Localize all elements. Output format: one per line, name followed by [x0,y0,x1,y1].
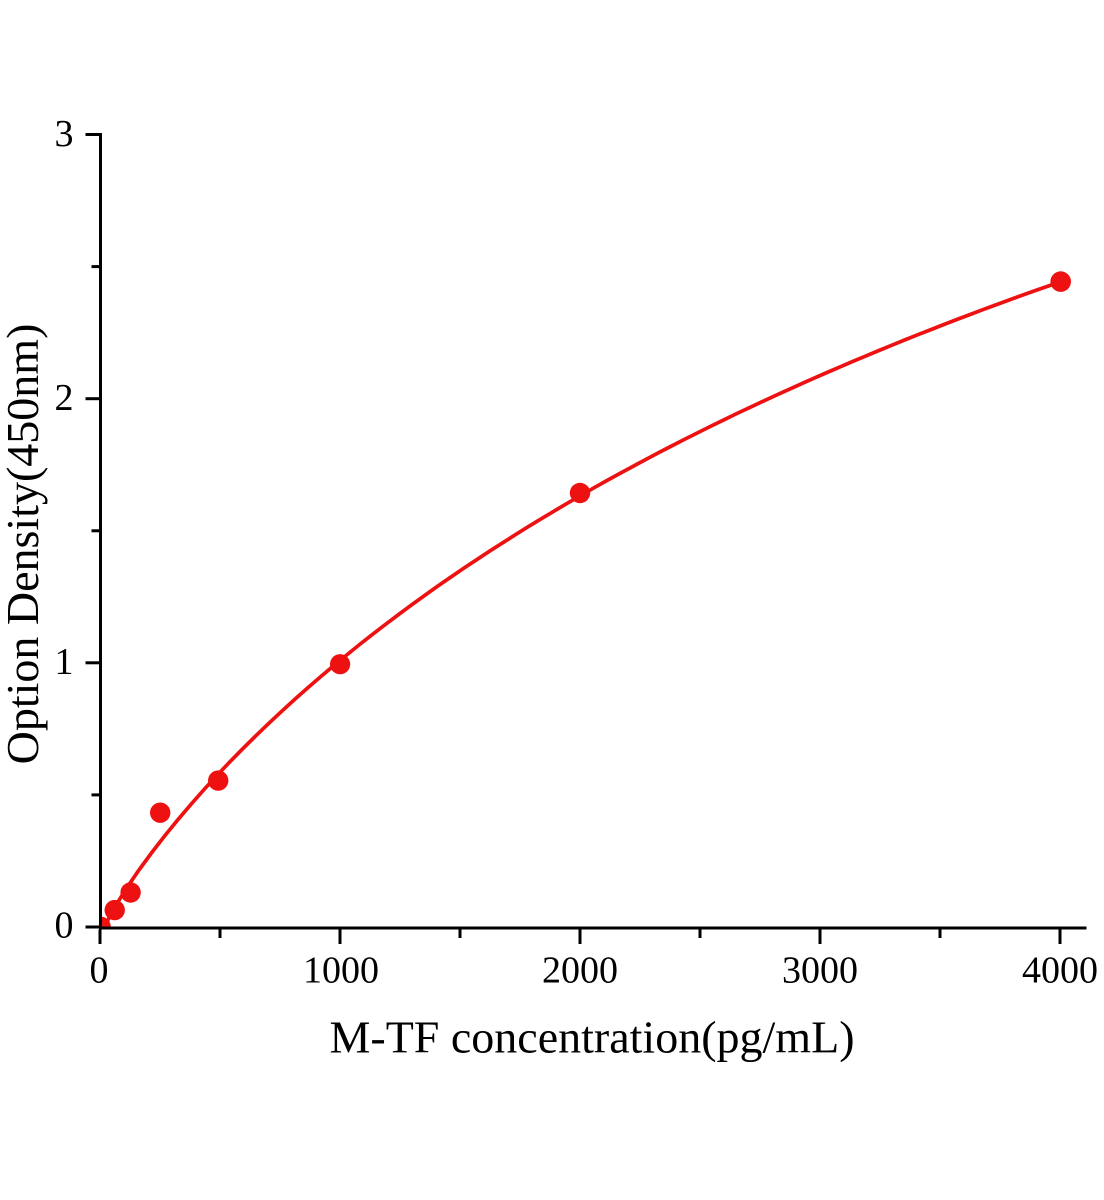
svg-text:3000: 3000 [782,950,858,992]
svg-text:0: 0 [90,950,109,992]
svg-text:Option Density(450nm): Option Density(450nm) [0,324,48,765]
svg-text:2000: 2000 [542,950,618,992]
svg-text:2: 2 [55,377,74,419]
svg-text:1000: 1000 [303,950,379,992]
svg-text:3: 3 [55,113,74,155]
svg-text:M-TF concentration(pg/mL): M-TF concentration(pg/mL) [329,1012,854,1063]
svg-text:1: 1 [55,641,74,683]
svg-text:0: 0 [55,905,74,947]
svg-text:4000: 4000 [1022,950,1098,992]
